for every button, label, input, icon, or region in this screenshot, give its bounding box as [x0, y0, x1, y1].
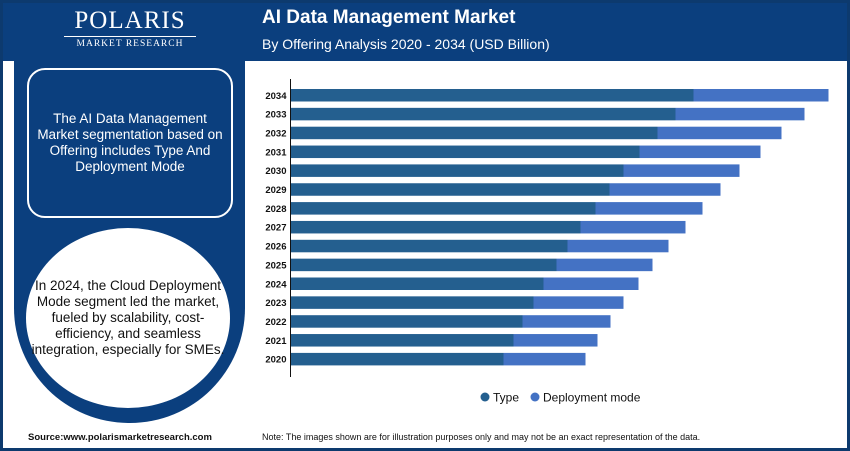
category-label: 2024 [265, 279, 287, 290]
category-label: 2020 [265, 355, 286, 366]
source-text: Source:www.polarismarketresearch.com [28, 432, 212, 443]
category-label: 2022 [265, 317, 286, 328]
legend-label: Deployment mode [543, 391, 641, 405]
bar-type [290, 277, 544, 290]
bar-deployment-mode [513, 334, 598, 347]
bar-type [290, 334, 514, 347]
bar-type [290, 126, 658, 140]
category-label: 2029 [265, 185, 286, 196]
bar-type [290, 258, 557, 272]
category-label: 2021 [265, 336, 287, 347]
bar-deployment-mode [556, 258, 653, 272]
bar-deployment-mode [522, 315, 611, 328]
polaris-logo: POLARIS MARKET RESEARCH [60, 8, 200, 49]
category-label: 2030 [265, 166, 286, 177]
bar-deployment-mode [503, 352, 586, 366]
bar-deployment-mode [595, 202, 703, 215]
bar-deployment-mode [609, 183, 721, 196]
category-label: 2034 [265, 91, 287, 102]
disclaimer-note: Note: The images shown are for illustrat… [262, 432, 701, 442]
page-subtitle: By Offering Analysis 2020 - 2034 (USD Bi… [262, 36, 550, 52]
category-label: 2033 [265, 110, 286, 121]
bar-type [290, 145, 640, 159]
bar-type [290, 239, 568, 253]
bar-type [290, 164, 624, 177]
category-label: 2032 [265, 128, 286, 139]
bar-type [290, 183, 610, 196]
category-label: 2023 [265, 298, 286, 309]
bar-deployment-mode [675, 107, 805, 121]
legend-label: Type [493, 391, 519, 405]
bar-type [290, 352, 504, 366]
bar-deployment-mode [567, 239, 669, 253]
bar-deployment-mode [639, 145, 761, 159]
bar-chart: 2034 2033 2032 2031 2030 2029 2028 2027 2026 2025… [265, 79, 829, 405]
category-label: 2027 [265, 223, 286, 234]
bar-deployment-mode [533, 296, 624, 309]
bar-type [290, 220, 581, 234]
bar-deployment-mode [693, 89, 829, 102]
segmentation-text: The AI Data Management Market segmentati… [37, 111, 223, 174]
bar-type [290, 89, 694, 102]
legend-marker-deployment-mode [530, 392, 540, 402]
bar-deployment-mode [623, 164, 740, 177]
bar-deployment-mode [543, 277, 639, 290]
category-label: 2028 [265, 204, 286, 215]
bar-deployment-mode [580, 220, 686, 234]
bar-type [290, 315, 523, 328]
logo-sub: MARKET RESEARCH [64, 36, 196, 49]
category-label: 2025 [265, 260, 287, 271]
legend-marker-type [480, 392, 490, 402]
bar-type [290, 202, 596, 215]
category-label: 2026 [265, 242, 286, 253]
category-label: 2031 [265, 147, 287, 158]
segmentation-box: The AI Data Management Market segmentati… [27, 68, 233, 218]
highlight-circle: In 2024, the Cloud Deployment Mode segme… [26, 228, 230, 408]
bar-deployment-mode [657, 126, 782, 140]
page-title: AI Data Management Market [262, 7, 516, 28]
highlight-text: In 2024, the Cloud Deployment Mode segme… [31, 278, 225, 357]
bar-type [290, 107, 676, 121]
bar-type [290, 296, 534, 309]
logo-name: POLARIS [74, 7, 186, 34]
chart-area: 2034 2033 2032 2031 2030 2029 2028 2027 2026 2025… [245, 61, 840, 425]
